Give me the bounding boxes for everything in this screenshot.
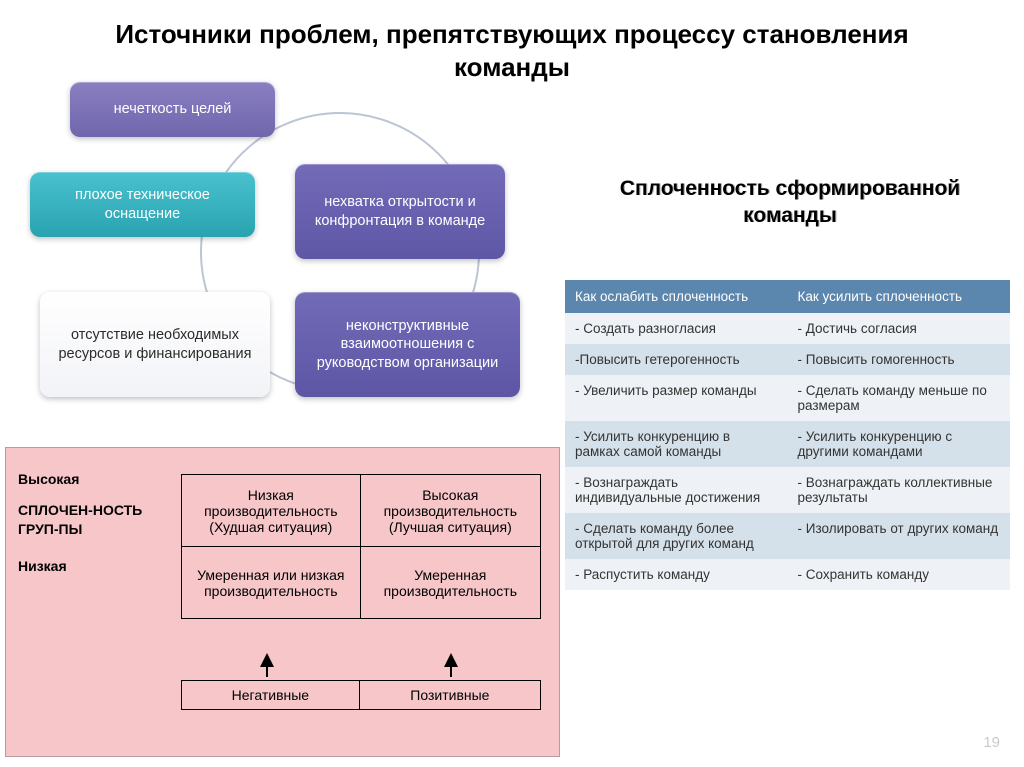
table-row: - Увеличить размер команды- Сделать кома… bbox=[565, 375, 1010, 421]
y-axis: Высокая СПЛОЧЕН-НОСТЬ ГРУП-ПЫ Низкая bbox=[18, 470, 168, 576]
y-caption: СПЛОЧЕН-НОСТЬ ГРУП-ПЫ bbox=[18, 501, 168, 539]
table-row: - Усилить конкуренцию в рамках самой ком… bbox=[565, 421, 1010, 467]
node-equipment: плохое техническое оснащение bbox=[30, 172, 255, 237]
cell-high-neg: Низкая производительность (Худшая ситуац… bbox=[182, 475, 361, 547]
node-goals: нечеткость целей bbox=[70, 82, 275, 137]
cohesion-subtitle: Сплоченность сформированной команды bbox=[590, 175, 990, 230]
y-high: Высокая bbox=[18, 470, 168, 489]
matrix-grid: Низкая производительность (Худшая ситуац… bbox=[181, 474, 541, 619]
cell-high-pos: Высокая производительность (Лучшая ситуа… bbox=[360, 475, 540, 547]
table-row: - Распустить команду- Сохранить команду bbox=[565, 559, 1010, 590]
x-axis: Негативные Позитивные bbox=[181, 680, 541, 710]
cohesion-table: Как ослабить сплоченность Как усилить сп… bbox=[565, 280, 1010, 590]
y-low: Низкая bbox=[18, 557, 168, 576]
arrows bbox=[181, 653, 541, 677]
x-pos: Позитивные bbox=[359, 681, 540, 710]
node-relations: неконструктивные взаимоотношения с руков… bbox=[295, 292, 520, 397]
table-row: - Вознаграждать индивидуальные достижени… bbox=[565, 467, 1010, 513]
node-resources: отсутствие необходимых ресурсов и финанс… bbox=[40, 292, 270, 397]
page-title: Источники проблем, препятствующих процес… bbox=[0, 0, 1024, 89]
node-openness: нехватка открытости и конфронтация в ком… bbox=[295, 164, 505, 259]
arrow-up-icon bbox=[260, 653, 274, 667]
cell-low-neg: Умеренная или низкая производительность bbox=[182, 547, 361, 619]
cell-low-pos: Умеренная производительность bbox=[360, 547, 540, 619]
problems-diagram: нечеткость целей плохое техническое осна… bbox=[30, 82, 550, 442]
arrow-up-icon bbox=[444, 653, 458, 667]
table-row: - Сделать команду более открытой для дру… bbox=[565, 513, 1010, 559]
table-row: -Повысить гетерогенность- Повысить гомог… bbox=[565, 344, 1010, 375]
page-number: 19 bbox=[983, 734, 1000, 751]
col-strengthen: Как усилить сплоченность bbox=[788, 280, 1011, 313]
cohesion-body: - Создать разногласия- Достичь согласия … bbox=[565, 313, 1010, 590]
productivity-matrix: Высокая СПЛОЧЕН-НОСТЬ ГРУП-ПЫ Низкая Низ… bbox=[5, 447, 560, 757]
x-neg: Негативные bbox=[182, 681, 360, 710]
col-weaken: Как ослабить сплоченность bbox=[565, 280, 788, 313]
table-row: - Создать разногласия- Достичь согласия bbox=[565, 313, 1010, 344]
